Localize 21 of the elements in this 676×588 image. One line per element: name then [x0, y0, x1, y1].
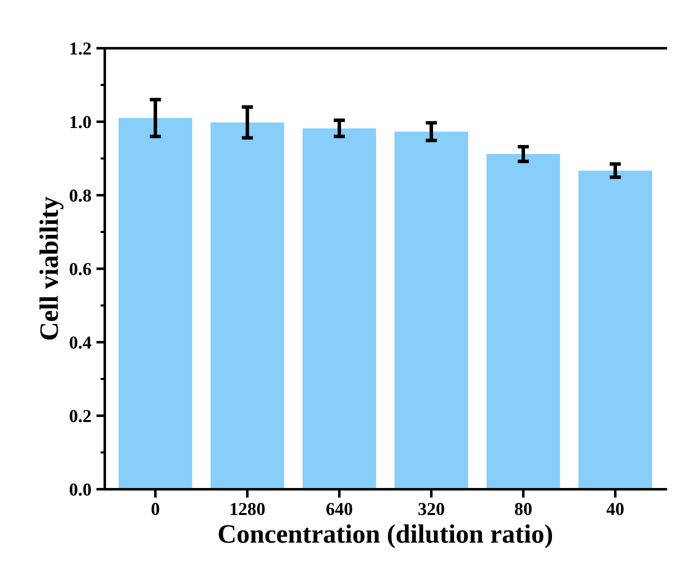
y-tick-label: 1.2 — [70, 42, 91, 55]
y-tick-label: 0.4 — [70, 336, 92, 349]
bar — [118, 118, 192, 490]
x-tick-label: 0 — [152, 502, 160, 516]
y-tick-label: 1.0 — [70, 116, 91, 128]
x-tick-label: 40 — [606, 502, 624, 516]
bar — [210, 122, 284, 490]
x-tick-label: 320 — [418, 502, 444, 516]
y-tick-label: 0.2 — [70, 410, 91, 422]
y-tick-label: 0.8 — [70, 189, 91, 202]
y-tick-label: 0.0 — [70, 483, 91, 496]
bar — [394, 132, 468, 490]
bar — [578, 170, 652, 490]
bar — [486, 154, 560, 490]
y-tick-label: 0.6 — [70, 262, 92, 276]
x-axis-title: Concentration (dilution ratio) — [218, 524, 552, 548]
x-tick-label: 1280 — [230, 502, 265, 516]
x-tick-label: 640 — [326, 502, 352, 516]
bar — [302, 128, 376, 490]
y-axis-title: Cell viability — [39, 196, 64, 340]
x-tick-label: 80 — [514, 502, 532, 516]
